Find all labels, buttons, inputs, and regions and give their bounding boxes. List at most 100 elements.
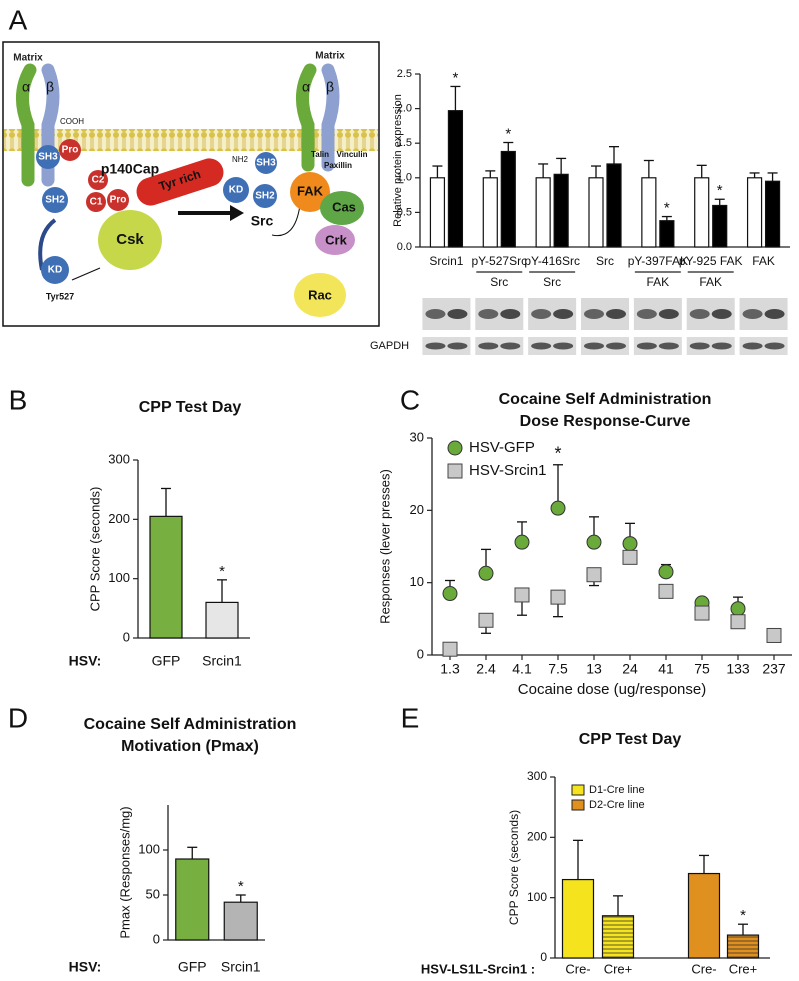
marker	[622, 536, 638, 552]
y-tick-label: 200	[527, 830, 547, 844]
bar	[149, 515, 183, 639]
blot-band	[606, 309, 626, 319]
x-tick-label: 2.4	[476, 661, 496, 677]
y-tick-label: 100	[138, 841, 160, 856]
chart-title: Cocaine Self Administration	[499, 391, 712, 408]
y-axis-label: CPP Score (seconds)	[507, 810, 521, 925]
bar	[561, 878, 595, 959]
y-axis-label: Responses (lever presses)	[377, 469, 392, 624]
significance: *	[219, 563, 225, 580]
legend-label: HSV-GFP	[469, 439, 535, 456]
blot	[528, 337, 577, 355]
label: C1	[90, 197, 103, 208]
linker	[38, 218, 57, 271]
bar	[601, 915, 635, 959]
label: β	[46, 79, 54, 95]
marker	[550, 500, 566, 516]
panel-label: A	[9, 4, 28, 35]
blot-band	[658, 309, 679, 319]
blot-band	[742, 342, 763, 350]
y-tick-label: 0.0	[397, 241, 412, 253]
legend-label: HSV-Srcin1	[469, 462, 547, 479]
integrin-alpha	[296, 63, 317, 172]
bar	[764, 180, 781, 248]
significance: *	[740, 907, 746, 924]
domain	[41, 256, 69, 284]
arrow-head	[230, 205, 244, 221]
label: SH2	[45, 195, 65, 206]
legend-marker	[571, 784, 585, 796]
blot	[633, 337, 682, 355]
y-tick-label: 100	[527, 890, 547, 904]
blot	[475, 337, 524, 355]
y-tick-label: 300	[527, 769, 547, 783]
bar	[659, 220, 675, 248]
diagram: Matrix Matrix α β α β SH3 Pro C2 C1 Pro …	[2, 41, 380, 327]
x-tick-label: GFP	[152, 653, 181, 669]
membrane	[4, 129, 378, 151]
label: Cas	[332, 199, 356, 214]
label: Pro	[62, 145, 79, 156]
label: SH3	[256, 158, 276, 169]
crk	[315, 225, 355, 255]
bar	[694, 177, 710, 248]
arrow	[71, 267, 101, 281]
domain	[59, 139, 81, 161]
x-tick-label: pY-925 FAK	[679, 254, 743, 268]
blot-band	[531, 309, 552, 319]
legend-label: D1-Cre line	[589, 784, 645, 796]
y-tick-label: 2.0	[397, 103, 412, 115]
marker	[478, 565, 494, 581]
blot-band	[711, 342, 732, 350]
marker	[658, 583, 674, 599]
bar	[482, 177, 498, 248]
blot-band	[447, 342, 468, 350]
bar	[500, 150, 516, 248]
x-axis-label: Cocaine dose (ug/response)	[518, 681, 706, 698]
blot-band	[425, 309, 446, 319]
blot	[686, 337, 735, 355]
integrin-alpha	[16, 63, 37, 187]
label: SH2	[255, 191, 275, 202]
blot	[422, 337, 471, 355]
chart-title: Cocaine Self Administration	[84, 716, 297, 733]
marker	[730, 614, 746, 630]
x-tick-label: Cre-	[691, 961, 716, 976]
marker	[586, 567, 602, 583]
x-tick-label: Cre+	[729, 961, 758, 976]
y-tick-label: 1.5	[397, 137, 412, 149]
marker	[550, 589, 566, 605]
blot-band	[689, 309, 710, 319]
bar	[223, 901, 258, 941]
legend-label: D2-Cre line	[589, 799, 645, 811]
y-axis-label: Pmax (Responses/mg)	[117, 806, 132, 938]
blot	[581, 337, 629, 355]
blot-band	[711, 309, 732, 319]
domain	[42, 187, 68, 213]
label: Src	[251, 213, 274, 229]
significance: *	[554, 444, 561, 464]
x-tick-label: 41	[658, 661, 674, 677]
x-tick-label: 24	[622, 661, 638, 677]
x-tick-label: 1.3	[440, 661, 460, 677]
label: β	[326, 79, 334, 95]
blot-band	[764, 309, 785, 319]
panel-label: C	[400, 384, 420, 415]
bar	[553, 173, 569, 248]
csk	[98, 210, 162, 270]
domain	[255, 152, 277, 174]
x-tick-label: Cre-	[565, 961, 590, 976]
x-tick-label: Srcin1	[221, 959, 261, 975]
label: FAK	[297, 183, 324, 198]
domain	[223, 177, 249, 203]
label: Vinculin	[337, 150, 368, 159]
significance: *	[717, 182, 723, 199]
significance: *	[505, 125, 511, 142]
label: KD	[48, 265, 62, 276]
marker	[766, 627, 782, 643]
blot-band	[447, 309, 468, 319]
marker	[514, 534, 530, 550]
x-tick-label: 4.1	[512, 661, 532, 677]
blot-band	[500, 342, 521, 350]
x-tick-label: GFP	[178, 959, 207, 975]
